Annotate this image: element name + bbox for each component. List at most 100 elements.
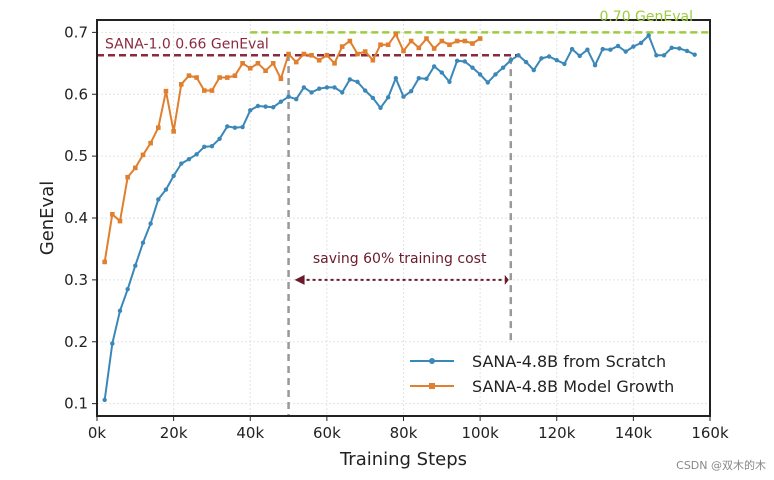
data-point <box>125 174 130 180</box>
legend-marker <box>429 358 435 364</box>
data-point <box>462 59 467 64</box>
legend-marker <box>429 383 435 389</box>
data-point <box>194 75 199 80</box>
data-point <box>378 42 383 48</box>
data-point <box>539 56 544 61</box>
watermark: CSDN @双木的木 <box>676 458 766 472</box>
data-point <box>631 44 636 49</box>
y-tick-label: 0.5 <box>64 147 88 165</box>
data-point <box>378 105 383 111</box>
data-point <box>240 124 245 130</box>
data-point <box>248 108 253 113</box>
data-point <box>178 82 184 87</box>
x-tick-label: 20k <box>160 424 188 442</box>
data-point <box>286 94 291 99</box>
data-point <box>623 49 628 54</box>
data-point <box>332 85 337 90</box>
data-point <box>225 124 230 129</box>
data-point <box>217 75 222 80</box>
legend-label: SANA-4.8B from Scratch <box>472 352 666 371</box>
y-tick-label: 0.4 <box>64 209 88 227</box>
data-point <box>677 46 682 51</box>
annotation-text: saving 60% training cost <box>313 251 487 267</box>
data-point <box>133 263 138 268</box>
y-tick-label: 0.7 <box>64 23 88 41</box>
axis-ticks: 0k 20k 40k 60k 80k 100k 120k 140k 160k 0.1 0.2 0.3 0… <box>64 23 729 442</box>
data-point <box>102 397 107 403</box>
data-point <box>615 43 621 49</box>
data-point <box>362 49 368 54</box>
data-point <box>271 105 276 110</box>
data-point <box>385 95 391 100</box>
data-point <box>477 36 483 41</box>
data-point <box>263 68 268 74</box>
y-tick-label: 0.2 <box>64 333 88 351</box>
data-point <box>247 65 253 71</box>
x-tick-label: 60k <box>313 424 341 442</box>
series-line <box>103 33 481 263</box>
data-point <box>140 240 146 245</box>
data-point <box>186 157 192 162</box>
data-point <box>171 173 176 179</box>
data-point <box>163 88 169 94</box>
data-point <box>661 53 667 58</box>
data-point <box>431 46 437 51</box>
data-point <box>447 42 452 48</box>
data-point <box>569 46 575 52</box>
data-point <box>523 59 529 65</box>
data-point <box>194 152 199 157</box>
data-point <box>577 53 582 59</box>
data-point <box>324 52 330 58</box>
data-point <box>309 90 314 95</box>
data-point <box>301 51 307 57</box>
data-point <box>347 38 353 44</box>
data-point <box>340 90 345 95</box>
data-point <box>125 286 130 292</box>
x-tick-label: 140k <box>615 424 653 442</box>
data-point <box>638 40 644 46</box>
data-point <box>263 104 268 109</box>
data-point <box>286 51 291 57</box>
data-point <box>654 53 659 58</box>
data-point <box>592 62 598 68</box>
data-point <box>477 72 483 77</box>
data-point <box>232 125 238 130</box>
data-point <box>531 67 536 73</box>
data-point <box>408 88 414 94</box>
data-series <box>102 31 697 403</box>
data-point <box>362 88 368 93</box>
ref-label-sana10: SANA-1.0 0.66 GenEval <box>105 36 269 52</box>
ref-label-070: 0.70 GenEval <box>599 9 693 25</box>
data-point <box>156 125 161 130</box>
data-point <box>110 211 115 217</box>
data-point <box>454 38 460 44</box>
data-point <box>224 75 230 80</box>
data-point <box>393 31 399 37</box>
data-point <box>470 41 475 46</box>
data-point <box>301 85 307 90</box>
data-point <box>270 61 276 66</box>
legend-label: SANA-4.8B Model Growth <box>472 377 674 396</box>
x-tick-label: 160k <box>691 424 729 442</box>
data-point <box>493 72 498 77</box>
annotation-group <box>294 274 509 285</box>
data-point <box>117 218 123 224</box>
data-point <box>240 61 245 66</box>
data-point <box>516 53 521 58</box>
data-point <box>508 58 513 63</box>
data-point <box>347 77 353 82</box>
data-point <box>431 64 437 69</box>
data-point <box>608 47 613 52</box>
data-point <box>339 44 345 49</box>
data-point <box>186 73 192 78</box>
data-point <box>140 152 146 158</box>
data-point <box>209 144 215 149</box>
data-point <box>684 48 690 54</box>
data-point <box>562 61 567 67</box>
data-point <box>585 47 590 52</box>
data-point <box>692 52 697 57</box>
x-tick-label: 40k <box>236 424 264 442</box>
data-point <box>202 144 207 150</box>
x-axis-label: Training Steps <box>339 449 467 470</box>
